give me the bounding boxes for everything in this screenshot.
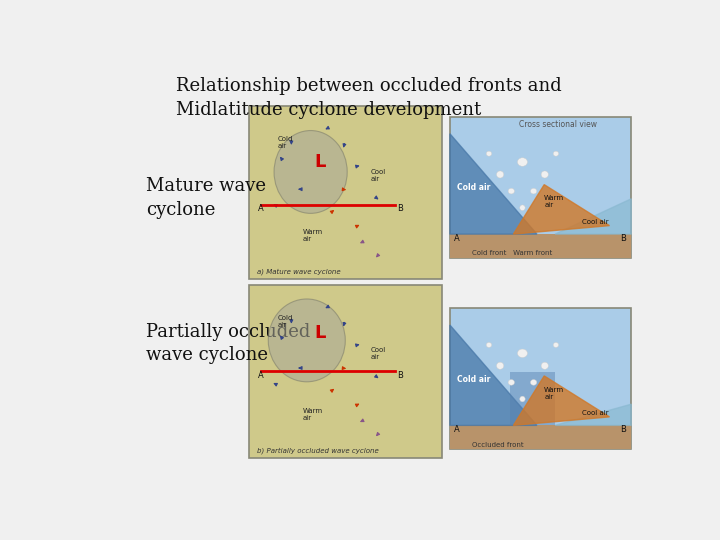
Ellipse shape [518,349,528,357]
Polygon shape [513,376,610,426]
Text: Cool
air: Cool air [370,168,386,181]
Text: Cold air: Cold air [457,375,490,383]
Polygon shape [555,199,631,234]
Text: a) Mature wave cyclone: a) Mature wave cyclone [257,269,341,275]
Ellipse shape [508,188,515,194]
Text: b) Partially occluded wave cyclone: b) Partially occluded wave cyclone [257,448,379,454]
FancyBboxPatch shape [249,285,441,458]
Ellipse shape [497,362,504,369]
Text: Occluded front: Occluded front [472,442,523,448]
Text: B: B [621,426,626,435]
FancyBboxPatch shape [450,308,631,449]
FancyBboxPatch shape [249,106,441,279]
FancyBboxPatch shape [450,117,631,258]
Ellipse shape [541,171,549,178]
Text: A: A [454,234,459,243]
Text: Cold
air: Cold air [278,136,293,149]
Text: A: A [258,370,264,380]
Text: Cool air: Cool air [582,219,609,225]
Text: B: B [397,204,403,213]
Ellipse shape [518,158,528,166]
Text: Cool
air: Cool air [370,347,386,360]
Text: Warm
air: Warm air [544,195,564,208]
Ellipse shape [553,342,559,347]
Text: A: A [454,426,459,435]
FancyBboxPatch shape [450,426,631,449]
Text: Cold air: Cold air [457,183,490,192]
Ellipse shape [508,380,515,385]
Text: Partially occluded
wave cyclone: Partially occluded wave cyclone [145,322,310,364]
Text: Cold
air: Cold air [278,315,293,328]
Text: Cool air: Cool air [582,410,609,416]
Text: Mature wave
cyclone: Mature wave cyclone [145,177,266,219]
Ellipse shape [497,171,504,178]
FancyBboxPatch shape [510,372,555,426]
Text: Warm
air: Warm air [303,229,323,242]
Ellipse shape [553,151,559,156]
Text: L: L [315,325,326,342]
Text: B: B [397,370,403,380]
FancyBboxPatch shape [450,234,631,258]
Ellipse shape [269,299,346,382]
Ellipse shape [486,342,492,347]
Ellipse shape [531,188,537,194]
Ellipse shape [531,380,537,385]
Text: Warm
air: Warm air [544,387,564,400]
Polygon shape [450,134,537,234]
Text: Cross sectional view: Cross sectional view [519,120,597,129]
Ellipse shape [486,151,492,156]
Text: B: B [621,234,626,243]
Ellipse shape [274,131,347,213]
Text: Cold front   Warm front: Cold front Warm front [472,251,552,256]
Ellipse shape [520,205,525,211]
Text: A: A [258,204,264,213]
Polygon shape [513,185,610,234]
Ellipse shape [520,396,525,402]
Text: Warm
air: Warm air [303,408,323,421]
Polygon shape [555,404,631,426]
Text: L: L [315,153,326,171]
Polygon shape [450,325,537,426]
Text: Relationship between occluded fronts and
Midlatitude cyclone development: Relationship between occluded fronts and… [176,77,562,119]
Ellipse shape [541,362,549,369]
